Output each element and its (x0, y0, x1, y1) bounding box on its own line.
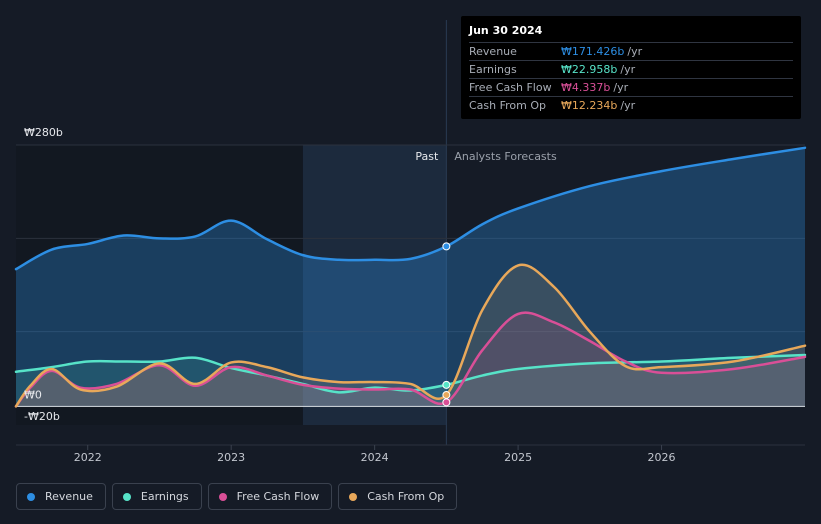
tooltip-value: ₩171.426b (561, 45, 625, 58)
y-tick-label: -₩20b (24, 410, 60, 423)
tooltip-unit: /yr (613, 81, 629, 94)
tooltip-date: Jun 30 2024 (469, 24, 793, 43)
earnings-line (14, 353, 807, 394)
tooltip-value: ₩12.234b (561, 99, 618, 112)
tooltip-panel: Jun 30 2024 Revenue ₩171.426b /yr Earnin… (461, 16, 801, 119)
cash-from-op-line (14, 263, 807, 408)
legend-label: Free Cash Flow (236, 490, 320, 503)
legend-label: Earnings (140, 490, 189, 503)
legend-item-revenue[interactable]: Revenue (16, 483, 106, 510)
tooltip-value: ₩22.958b (561, 63, 618, 76)
tooltip-row-earnings: Earnings ₩22.958b /yr (469, 61, 793, 79)
tooltip-unit: /yr (620, 99, 636, 112)
x-tick-label: 2022 (74, 451, 102, 464)
earnings-area (16, 355, 805, 407)
tooltip-label: Cash From Op (469, 99, 547, 112)
x-tick-label: 2026 (648, 451, 676, 464)
legend-item-free-cash-flow[interactable]: Free Cash Flow (207, 483, 333, 510)
past-label: Past (415, 150, 439, 163)
cash-from-op-dot-icon (349, 492, 358, 501)
x-tick-label: 2024 (361, 451, 389, 464)
past-highlight-region (302, 145, 447, 425)
legend-label: Cash From Op (367, 490, 445, 503)
cash-from-op-area (16, 264, 805, 407)
tooltip-row-cash-from-op: Cash From Op ₩12.234b /yr (469, 97, 793, 114)
legend-item-earnings[interactable]: Earnings (111, 483, 202, 510)
tooltip-unit: /yr (627, 45, 643, 58)
legend-item-cash-from-op[interactable]: Cash From Op (338, 483, 458, 510)
y-tick-label: ₩280b (24, 126, 63, 139)
tooltip-unit: /yr (620, 63, 636, 76)
revenue-point (442, 242, 451, 251)
free-cash-flow-point (442, 398, 451, 407)
legend-label: Revenue (45, 490, 93, 503)
cash-from-op-point (442, 390, 451, 399)
y-tick-label: ₩0 (24, 388, 42, 401)
forecast-label: Analysts Forecasts (454, 150, 557, 163)
tooltip-value: ₩4.337b (561, 81, 611, 94)
free-cash-flow-line (14, 311, 807, 408)
free-cash-flow-dot-icon (218, 492, 227, 501)
revenue-area (16, 147, 805, 407)
tooltip-label: Earnings (469, 63, 517, 76)
earnings-dot-icon (122, 492, 131, 501)
legend: Revenue Earnings Free Cash Flow Cash Fro… (16, 483, 458, 510)
tooltip-label: Revenue (469, 45, 517, 58)
x-tick-label: 2023 (217, 451, 245, 464)
revenue-line (14, 146, 807, 271)
chart-area: ₩280b ₩0 -₩20b 2022 2023 2024 2025 2026 Past Anal… (14, 20, 807, 464)
tooltip-row-revenue: Revenue ₩171.426b /yr (469, 43, 793, 61)
tooltip-row-free-cash-flow: Free Cash Flow ₩4.337b /yr (469, 79, 793, 97)
x-tick-label: 2025 (504, 451, 532, 464)
earnings-point (442, 380, 451, 389)
revenue-dot-icon (27, 492, 35, 501)
tooltip-label: Free Cash Flow (469, 81, 552, 94)
free-cash-flow-area (16, 312, 805, 407)
